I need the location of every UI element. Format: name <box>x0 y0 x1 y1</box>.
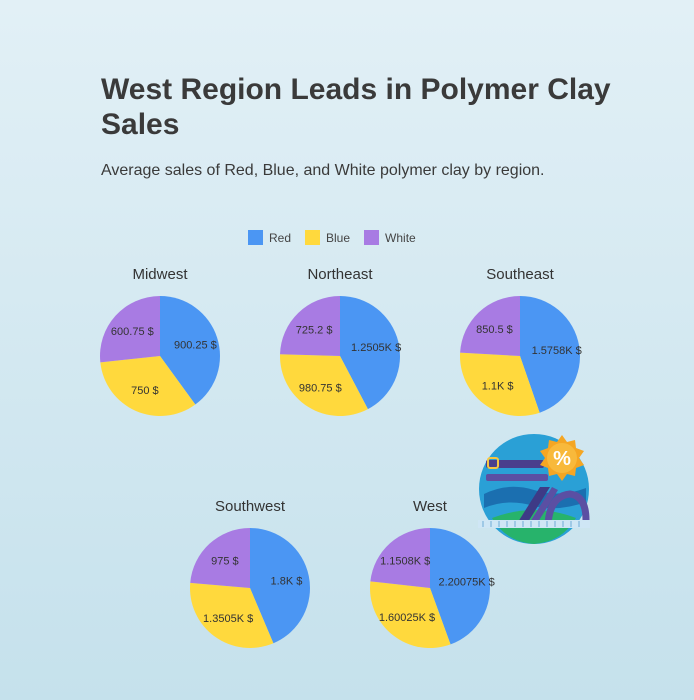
legend-label-red: Red <box>269 230 292 245</box>
pie-title-southwest: Southwest <box>215 498 286 515</box>
pie-label-west-red: 2.20075K $ <box>438 577 494 589</box>
pie-label-southeast-blue: 1.1K $ <box>482 381 514 393</box>
pie-slice-west-blue[interactable] <box>370 581 451 648</box>
pie-label-northeast-blue: 980.75 $ <box>299 383 342 395</box>
legend-swatch-white <box>364 230 380 245</box>
legend-item-white[interactable]: White <box>364 230 416 245</box>
pie-slice-midwest-blue[interactable] <box>100 356 196 416</box>
legend-item-red[interactable]: Red <box>248 230 291 245</box>
pie-label-midwest-red: 900.25 $ <box>174 339 217 351</box>
pie-title-northeast: Northeast <box>307 266 373 283</box>
pie-label-west-white: 1.1508K $ <box>380 555 430 567</box>
legend-label-white: White <box>385 230 416 245</box>
pie-slice-midwest-white[interactable] <box>100 296 160 363</box>
pie-midwest: Midwest 900.25 $ 750 $ 600.75 $ <box>100 266 221 416</box>
pie-slice-northeast-blue[interactable] <box>279 354 368 417</box>
pie-slice-midwest-red[interactable] <box>160 296 221 405</box>
pie-slice-southeast-red[interactable] <box>520 296 581 413</box>
chart-legend: Red Blue White <box>248 230 416 245</box>
page-title: West Region Leads in Polymer Clay Sales <box>101 73 611 141</box>
svg-text:%: % <box>553 448 571 470</box>
pie-slice-southwest-white[interactable] <box>190 528 250 588</box>
pie-label-midwest-blue: 750 $ <box>131 385 159 397</box>
pie-slice-west-red[interactable] <box>430 528 491 645</box>
pie-west: West 2.20075K $ 1.60025K $ 1.1508K $ <box>370 498 495 648</box>
sale-percent-badge-icon: % <box>478 434 590 544</box>
pie-label-southwest-red: 1.8K $ <box>271 576 303 588</box>
pie-slice-southwest-red[interactable] <box>250 528 311 644</box>
pie-label-northeast-red: 1.2505K $ <box>351 342 401 354</box>
pie-label-midwest-white: 600.75 $ <box>111 326 154 338</box>
pie-slice-southwest-blue[interactable] <box>189 582 274 648</box>
pie-southeast: Southeast 1.5758K $ 1.1K $ 850.5 $ <box>459 266 582 416</box>
pie-slice-northeast-red[interactable] <box>340 296 401 410</box>
legend-label-blue: Blue <box>326 230 351 245</box>
legend-item-blue[interactable]: Blue <box>305 230 350 245</box>
pie-title-west: West <box>413 498 448 515</box>
pie-northeast: Northeast 1.2505K $ 980.75 $ 725.2 $ <box>279 266 401 417</box>
pie-label-west-blue: 1.60025K $ <box>379 612 435 624</box>
pie-slice-southeast-blue[interactable] <box>459 352 540 416</box>
pie-label-southeast-red: 1.5758K $ <box>532 345 582 357</box>
page-subtitle: Average sales of Red, Blue, and White po… <box>101 162 545 179</box>
pie-label-southwest-blue: 1.3505K $ <box>203 613 253 625</box>
pie-title-midwest: Midwest <box>132 266 188 283</box>
legend-swatch-red <box>248 230 263 245</box>
pie-slice-northeast-white[interactable] <box>280 296 340 356</box>
pie-label-northeast-white: 725.2 $ <box>296 324 333 336</box>
pie-label-southeast-white: 850.5 $ <box>476 324 513 336</box>
pie-title-southeast: Southeast <box>486 266 554 283</box>
pie-slice-southeast-white[interactable] <box>460 296 520 356</box>
pie-label-southwest-white: 975 $ <box>211 556 239 568</box>
pie-slice-west-white[interactable] <box>370 528 430 588</box>
legend-swatch-blue <box>305 230 321 245</box>
pie-southwest: Southwest 1.8K $ 1.3505K $ 975 $ <box>189 498 311 648</box>
